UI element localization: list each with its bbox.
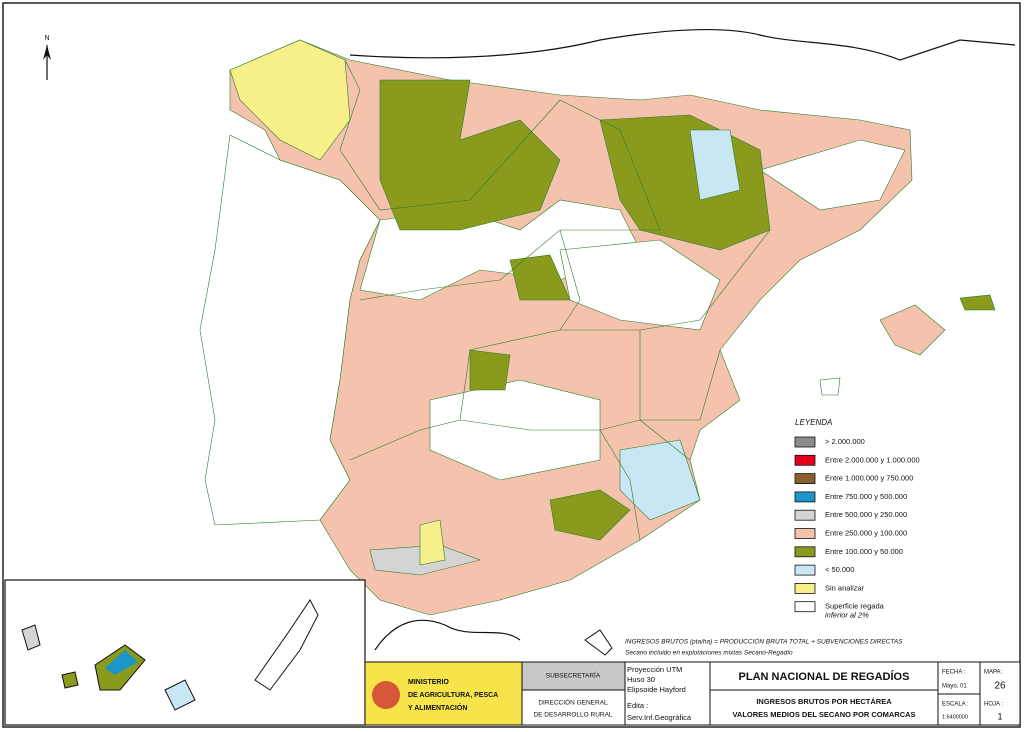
notes: INGRESOS BRUTOS (pta/ha) = PRODUCCIÓN BR… [584,629,903,657]
legend-swatch [794,436,816,448]
edita-label: Edita : [627,701,648,710]
ministry: DE AGRICULTURA, PESCA [408,692,498,699]
fecha-label: FECHA : [942,670,966,676]
legend-label: Entre 2.000.000 y 1.000.000 [825,455,920,464]
legend-swatch [794,583,816,594]
region-yellow [229,39,351,161]
region-olive [469,349,511,391]
region-olive [509,254,571,301]
legend-swatch [794,528,816,539]
ibiza [819,377,841,396]
community-borders [339,59,771,541]
note: INGRESOS BRUTOS (pta/ha) = PRODUCCIÓN BR… [625,637,903,646]
legend-label: Entre 500.000 y 250.000 [825,510,907,519]
legend-swatch [794,601,816,613]
subsecretaria: SUBSECRETARÍA [546,671,601,680]
legend-label: Entre 750.000 y 500.000 [825,492,907,501]
subtitle: VALORES MEDIOS DEL SECANO POR COMARCAS [732,710,915,719]
region-blue [689,129,741,201]
north-arrow: N [43,35,51,80]
title-block: MINISTERIO DE AGRICULTURA, PESCA Y ALIME… [364,661,1021,726]
legend: LEYENDA > 2.000.000 Entre 2.000.000 y 1.0… [794,418,920,620]
projection: Elipsoide Hayford [627,685,686,694]
legend-label: Entre 250.000 y 100.000 [825,528,907,537]
legend-label: inferior al 2% [825,611,869,620]
ministry: Y ALIMENTACIÓN [408,703,467,712]
direccion: DE DESARROLLO RURAL [533,712,612,719]
region-blue [619,439,701,521]
hoja: 1 [997,711,1002,721]
legend-title: LEYENDA [795,418,832,427]
plan-title: PLAN NACIONAL DE REGADÍOS [739,670,910,683]
legend-swatch [794,509,816,521]
legend-swatch [794,564,816,576]
subtitle: INGRESOS BRUTOS POR HECTÁREA [756,697,892,706]
legend-label: Superficie regada [825,602,885,611]
projection: Proyección UTM [627,665,682,674]
region-olive [379,79,561,231]
ministry: MINISTERIO [408,679,449,686]
legend-label: Entre 100.000 y 50.000 [825,547,903,556]
edita: Serv.Inf.Geográfica [627,713,692,722]
escala: 1:6400000 [942,714,968,720]
escala-label: ESCALA : [942,702,969,708]
legend-label: < 50.000 [825,565,854,574]
region-white [759,139,906,211]
region-yellow [419,519,446,566]
coast-france [349,28,1016,61]
direccion: DIRECCIÓN GENERAL [538,698,608,707]
hoja-label: HOJA : [984,702,1003,708]
legend-swatch [794,491,816,503]
legend-swatch [794,473,816,485]
mapa: 26 [994,681,1006,692]
note: Secano incluido en explotaciones mixtas … [625,650,793,657]
region-white [429,379,601,481]
legend-swatch [794,454,816,466]
mapa-label: MAPA: [984,670,1003,676]
mallorca [879,304,946,356]
legend-label: Sin analizar [825,583,865,592]
fecha: Mayo, 01 [942,684,967,690]
canary-inset [4,579,366,726]
projection: Huso 30 [627,675,655,684]
menorca [959,294,996,311]
legend-label: Entre 1.000.000 y 750.000 [825,474,913,483]
legend-swatch [794,546,816,558]
peninsula [199,39,996,616]
coast-africa [374,619,521,651]
region-olive [549,489,631,541]
legend-label: > 2.000.000 [825,437,865,446]
north-label: N [44,35,49,42]
